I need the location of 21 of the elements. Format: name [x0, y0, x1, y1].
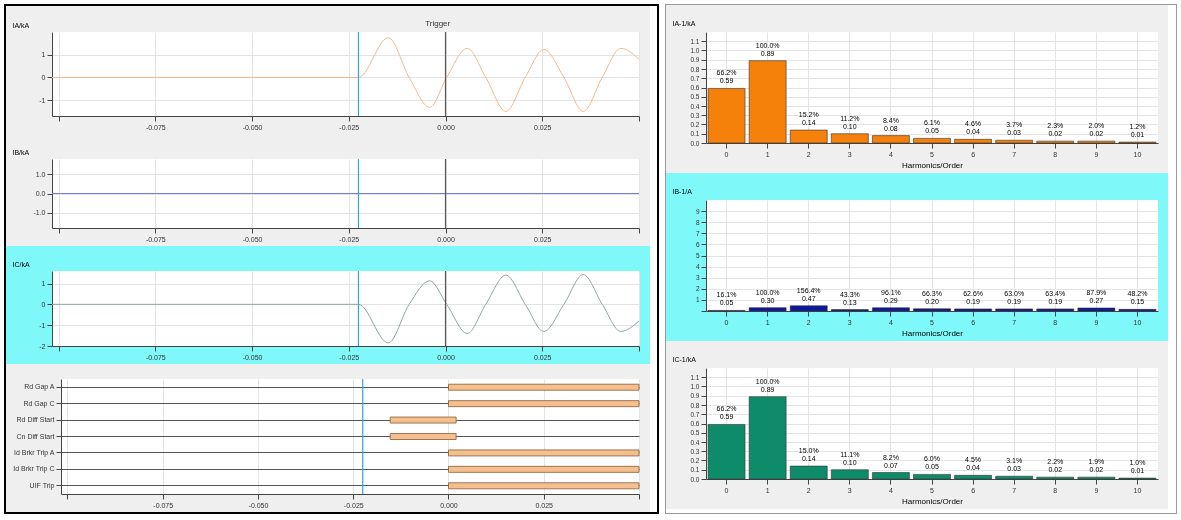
bar — [708, 88, 746, 144]
bar — [790, 129, 828, 144]
bar — [749, 396, 787, 480]
bar — [831, 469, 870, 480]
bar — [995, 139, 1034, 144]
bar — [790, 465, 828, 480]
bar — [831, 133, 870, 144]
x-axis-title: Harmonics/Order — [902, 496, 964, 506]
bar — [872, 472, 911, 480]
text: Trigger — [425, 19, 451, 28]
bar — [708, 424, 746, 480]
line-series — [51, 37, 640, 112]
bar — [872, 135, 911, 144]
bar — [749, 60, 787, 144]
bar — [995, 475, 1034, 480]
bar — [913, 474, 952, 480]
bar — [913, 138, 952, 144]
x-axis-title: Harmonics/Order — [902, 328, 964, 338]
bar — [954, 475, 993, 480]
x-axis-title: Harmonics/Order — [902, 160, 964, 170]
bar — [954, 139, 993, 144]
